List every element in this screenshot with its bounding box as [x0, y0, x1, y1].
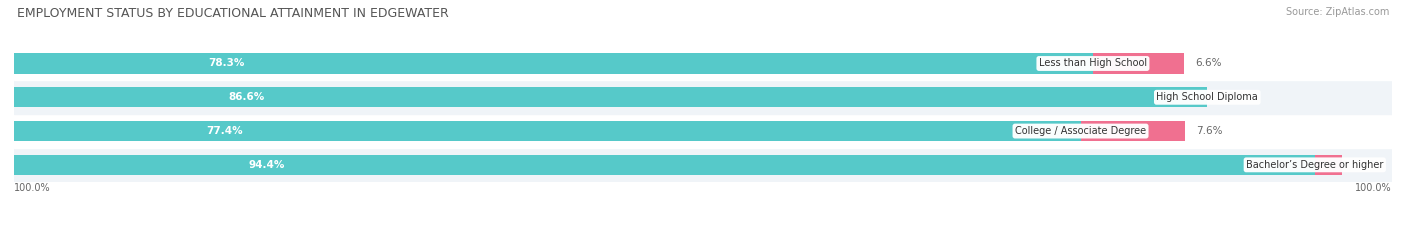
Text: 77.4%: 77.4%	[207, 126, 243, 136]
Text: 100.0%: 100.0%	[1355, 183, 1392, 193]
Bar	[14, 121, 1081, 141]
Text: 100.0%: 100.0%	[14, 183, 51, 193]
Bar	[14, 53, 1092, 74]
Text: 94.4%: 94.4%	[249, 160, 284, 170]
Text: High School Diploma: High School Diploma	[1156, 92, 1258, 102]
Bar	[14, 155, 1315, 175]
Bar	[14, 80, 1392, 114]
Text: College / Associate Degree: College / Associate Degree	[1015, 126, 1146, 136]
Text: 2.0%: 2.0%	[1354, 160, 1379, 170]
Bar	[1092, 53, 1184, 74]
Text: 0.0%: 0.0%	[1219, 92, 1244, 102]
Text: 7.6%: 7.6%	[1197, 126, 1223, 136]
Bar	[1081, 121, 1185, 141]
Bar	[14, 47, 1392, 80]
Text: 78.3%: 78.3%	[208, 58, 245, 69]
Text: EMPLOYMENT STATUS BY EDUCATIONAL ATTAINMENT IN EDGEWATER: EMPLOYMENT STATUS BY EDUCATIONAL ATTAINM…	[17, 7, 449, 20]
Bar	[14, 114, 1392, 148]
Bar	[14, 87, 1208, 107]
Text: Source: ZipAtlas.com: Source: ZipAtlas.com	[1285, 7, 1389, 17]
Text: Bachelor’s Degree or higher: Bachelor’s Degree or higher	[1246, 160, 1384, 170]
Bar	[1315, 155, 1343, 175]
Text: 86.6%: 86.6%	[229, 92, 266, 102]
Bar	[14, 148, 1392, 182]
Text: Less than High School: Less than High School	[1039, 58, 1147, 69]
Text: 6.6%: 6.6%	[1195, 58, 1222, 69]
